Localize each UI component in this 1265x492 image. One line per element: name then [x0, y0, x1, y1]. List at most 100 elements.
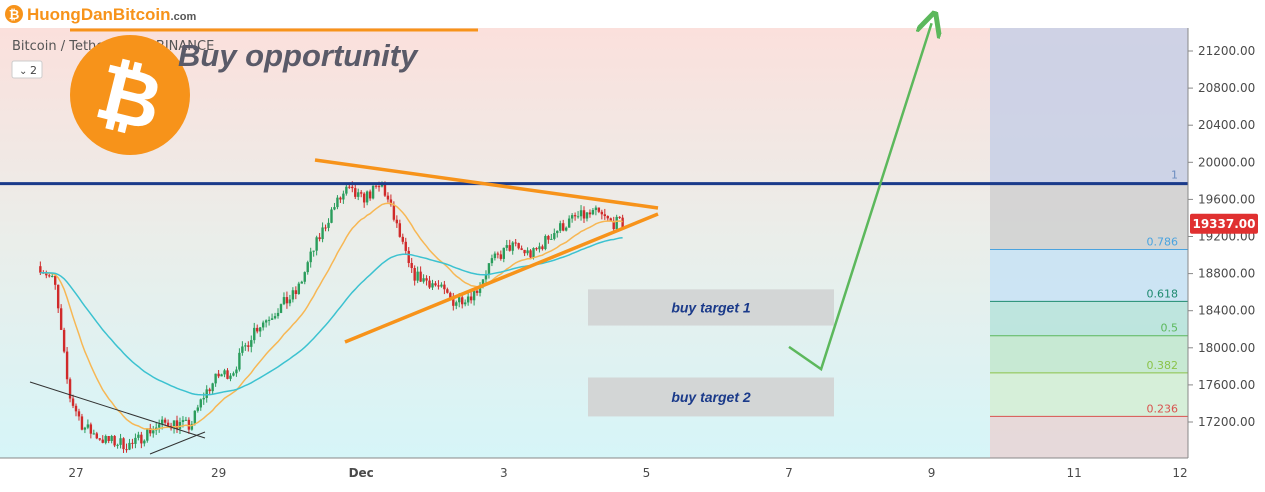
candle-body: [178, 422, 182, 429]
triangle-upper-line: [314, 158, 659, 210]
candle-body: [615, 216, 618, 230]
fib-level-label: 0.236: [1147, 402, 1179, 415]
candle-body: [83, 427, 87, 430]
candle-body: [538, 246, 541, 250]
ema-slow-line: [40, 236, 623, 396]
candle-body: [553, 233, 556, 239]
candle-body: [517, 243, 520, 249]
candle-body: [51, 275, 54, 277]
candle-body: [291, 290, 295, 300]
buy-target-box: [588, 289, 834, 326]
time-tick-label: 9: [928, 466, 936, 480]
indicator-toggle[interactable]: [11, 60, 43, 79]
candle-body: [86, 424, 90, 428]
candle-body: [235, 369, 238, 374]
price-tick-label: 18800.00: [1198, 267, 1255, 281]
candle-body: [45, 273, 48, 276]
candle-body: [229, 375, 232, 379]
buy-target-boxes: buy target 1 buy target 2: [588, 289, 834, 417]
time-axis-panel: [0, 458, 1188, 492]
candle-body: [481, 279, 485, 287]
candle-body: [312, 250, 315, 252]
candle-body: [588, 212, 592, 215]
fib-level-label: 0.786: [1147, 235, 1179, 248]
candle-body: [466, 296, 470, 303]
candle-body: [520, 248, 523, 250]
candle-body: [190, 423, 194, 430]
price-tick-label: 20800.00: [1198, 81, 1255, 95]
candle-body: [140, 434, 143, 444]
candle-body: [463, 302, 467, 305]
candle-body: [582, 210, 586, 219]
candle-body: [371, 185, 375, 199]
candle-body: [469, 296, 473, 301]
candle-body: [116, 444, 119, 446]
candle-body: [354, 188, 357, 197]
time-tick-label: 12: [1172, 466, 1187, 480]
candle-body: [428, 280, 431, 288]
candle-body: [62, 329, 66, 352]
candle-body: [324, 227, 327, 229]
candle-body: [321, 227, 324, 240]
candle-body: [336, 197, 339, 208]
candle-body: [339, 197, 342, 200]
candle-body: [163, 419, 167, 423]
candle-body: [113, 436, 116, 446]
candle-body: [74, 405, 78, 412]
candle-body: [77, 411, 81, 417]
candle-body: [357, 192, 360, 197]
ema-fast-line: [40, 202, 623, 431]
projection-arrow: [788, 23, 932, 372]
candle-body: [461, 297, 464, 305]
candle-body: [39, 266, 42, 273]
candle-body: [594, 207, 598, 211]
candle-body: [327, 222, 330, 228]
candle-body: [315, 237, 318, 251]
time-tick-label: 7: [785, 466, 793, 480]
logo-coin-icon: [5, 5, 23, 23]
candle-body: [48, 275, 51, 277]
candle-body: [157, 424, 161, 428]
candle-body: [550, 238, 553, 240]
candle-body: [449, 292, 452, 298]
candle-body: [241, 346, 244, 353]
candle-body: [95, 433, 98, 439]
candle-body: [502, 247, 505, 259]
buy-target-label: buy target 2: [671, 389, 751, 405]
candle-body: [143, 440, 146, 444]
candle-body: [318, 237, 321, 240]
candle-body: [416, 271, 419, 281]
candle-body: [80, 416, 84, 430]
candle-body: [585, 212, 589, 219]
time-tick-label: 5: [643, 466, 651, 480]
candle-body: [253, 327, 256, 341]
candle-body: [425, 278, 428, 281]
candle-body: [152, 430, 155, 434]
triangle-lower-line: [344, 212, 659, 344]
candle-body: [68, 379, 72, 399]
time-tick-label: 29: [211, 466, 226, 480]
fib-zone: [990, 372, 1188, 417]
price-tick-label: 20000.00: [1198, 155, 1255, 169]
candle-body: [579, 210, 583, 217]
candle-body: [621, 217, 624, 228]
fib-level-label: 0.618: [1147, 287, 1179, 300]
candle-body: [455, 302, 458, 306]
candle-body: [523, 249, 526, 254]
candle-body: [544, 236, 547, 250]
candle-body: [211, 383, 214, 392]
candle-body: [330, 209, 333, 223]
candle-body: [107, 436, 110, 442]
last-price-value: 19337.00: [1192, 217, 1255, 231]
candles: [39, 181, 624, 453]
candle-body: [407, 250, 410, 264]
candle-body: [217, 373, 220, 377]
candle-body: [490, 258, 494, 264]
candle-body: [264, 320, 268, 323]
candle-body: [612, 220, 615, 230]
candle-body: [458, 297, 461, 303]
candle-body: [149, 428, 152, 434]
candle-body: [475, 290, 479, 293]
candle-body: [410, 263, 413, 269]
